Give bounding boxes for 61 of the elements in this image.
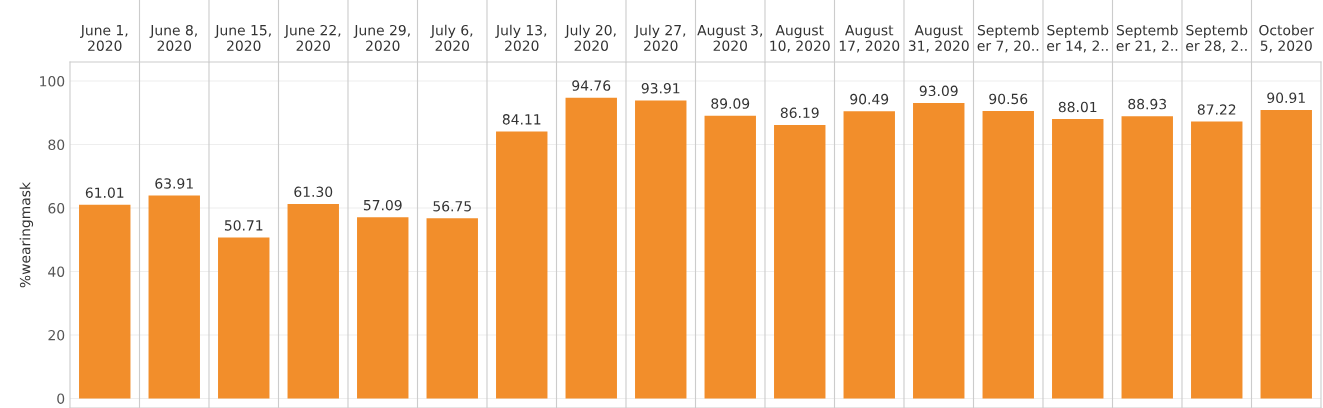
data-label: 84.11 <box>502 114 541 125</box>
x-tick-label: August 17, 2020 <box>839 25 900 53</box>
x-tick-label: August 31, 2020 <box>908 25 969 53</box>
data-label: 88.93 <box>1128 98 1167 110</box>
bar <box>1121 116 1173 399</box>
bar <box>1052 119 1104 399</box>
x-tick-label: July 13, 2020 <box>495 24 547 51</box>
data-label: 57.09 <box>363 199 402 211</box>
bar <box>1191 121 1243 399</box>
x-tick-label: June 29, 2020 <box>353 24 410 51</box>
bar <box>635 100 687 399</box>
bar <box>843 111 895 399</box>
bar <box>774 124 826 399</box>
y-axis-title: %wearingmask <box>19 181 34 288</box>
data-label: 87.22 <box>1197 104 1236 115</box>
data-label: 63.91 <box>155 178 193 189</box>
x-tick-label: June 22, 2020 <box>284 24 341 51</box>
bar <box>218 237 270 399</box>
y-tick-label: 0 <box>57 393 65 404</box>
x-tick-label: October 5, 2020 <box>1259 24 1315 53</box>
y-tick-label: 20 <box>48 329 65 341</box>
x-tick-label: Septemb er 14, 2.. <box>1047 24 1109 53</box>
bar <box>79 204 131 399</box>
y-tick-label: 60 <box>48 202 65 214</box>
x-tick-label: July 27, 2020 <box>634 24 686 51</box>
data-label: 61.30 <box>294 186 333 198</box>
x-tick-label: August 10, 2020 <box>770 25 830 53</box>
y-tick-label: 80 <box>48 139 65 151</box>
data-label: 93.09 <box>919 85 958 97</box>
bar <box>148 195 200 399</box>
data-label: 94.76 <box>572 80 611 91</box>
data-label: 90.49 <box>850 93 889 105</box>
x-tick-label: Septemb er 28, 2.. <box>1186 24 1248 53</box>
x-tick-label: August 3, 2020 <box>697 24 763 51</box>
bar <box>704 115 756 399</box>
bar <box>913 102 965 399</box>
x-tick-label: July 6, 2020 <box>430 24 473 51</box>
bar <box>287 203 339 399</box>
data-label: 90.56 <box>989 93 1028 105</box>
x-tick-label: June 15, 2020 <box>214 25 271 51</box>
y-tick-label: 100 <box>40 76 65 87</box>
data-label: 50.71 <box>224 220 263 231</box>
x-tick-label: July 20, 2020 <box>564 24 616 51</box>
data-label: 89.09 <box>711 98 750 109</box>
bar <box>357 217 409 399</box>
x-tick-label: Septemb er 21, 2.. <box>1116 24 1178 53</box>
data-label: 56.75 <box>433 200 471 212</box>
bar <box>496 131 548 399</box>
data-label: 93.91 <box>641 83 680 94</box>
data-label: 90.91 <box>1267 92 1305 104</box>
y-tick-label: 40 <box>48 266 65 277</box>
data-label: 88.01 <box>1058 101 1097 113</box>
bar <box>982 111 1034 399</box>
x-tick-label: June 1, 2020 <box>80 25 128 51</box>
data-label: 61.01 <box>85 187 124 198</box>
x-tick-label: Septemb er 7, 20.. <box>977 24 1039 53</box>
bar <box>1260 109 1312 399</box>
data-label: 86.19 <box>780 107 819 119</box>
bar <box>426 218 478 399</box>
bar <box>565 97 617 399</box>
x-tick-label: June 8, 2020 <box>149 24 197 51</box>
